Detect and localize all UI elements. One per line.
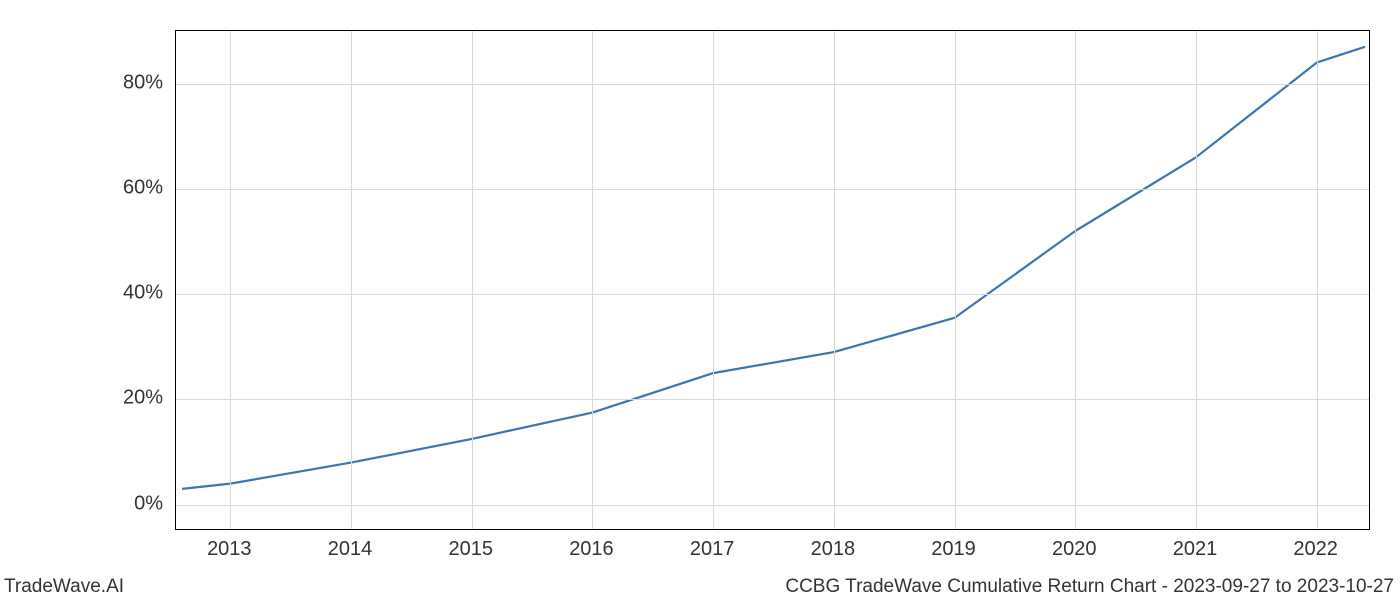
grid-line-vertical xyxy=(834,31,835,529)
grid-line-vertical xyxy=(230,31,231,529)
grid-line-horizontal xyxy=(176,84,1369,85)
x-tick-label: 2016 xyxy=(569,538,614,561)
y-tick-label: 0% xyxy=(134,492,163,515)
x-tick-label: 2021 xyxy=(1173,538,1218,561)
footer-right-label: CCBG TradeWave Cumulative Return Chart -… xyxy=(785,576,1394,598)
grid-line-horizontal xyxy=(176,505,1369,506)
grid-line-vertical xyxy=(713,31,714,529)
grid-line-vertical xyxy=(1317,31,1318,529)
grid-line-horizontal xyxy=(176,189,1369,190)
y-tick-label: 80% xyxy=(123,71,163,94)
x-tick-label: 2019 xyxy=(931,538,976,561)
grid-line-horizontal xyxy=(176,399,1369,400)
x-tick-label: 2020 xyxy=(1052,538,1097,561)
grid-line-vertical xyxy=(955,31,956,529)
grid-line-vertical xyxy=(351,31,352,529)
y-tick-label: 40% xyxy=(123,282,163,305)
grid-line-vertical xyxy=(592,31,593,529)
chart-container: 2013 2014 2015 2016 2017 2018 2019 2020 2021 2022… xyxy=(0,0,1400,600)
x-tick-label: 2014 xyxy=(328,538,373,561)
y-tick-label: 60% xyxy=(123,176,163,199)
grid-line-horizontal xyxy=(176,294,1369,295)
grid-line-vertical xyxy=(1075,31,1076,529)
x-tick-label: 2018 xyxy=(811,538,856,561)
footer-left-label: TradeWave.AI xyxy=(4,576,124,598)
return-line xyxy=(182,47,1365,489)
x-tick-label: 2017 xyxy=(690,538,735,561)
grid-line-vertical xyxy=(472,31,473,529)
plot-area xyxy=(175,30,1370,530)
y-tick-label: 20% xyxy=(123,387,163,410)
line-series xyxy=(176,31,1371,531)
x-tick-label: 2013 xyxy=(207,538,252,561)
grid-line-vertical xyxy=(1196,31,1197,529)
x-tick-label: 2022 xyxy=(1293,538,1338,561)
x-tick-label: 2015 xyxy=(448,538,493,561)
